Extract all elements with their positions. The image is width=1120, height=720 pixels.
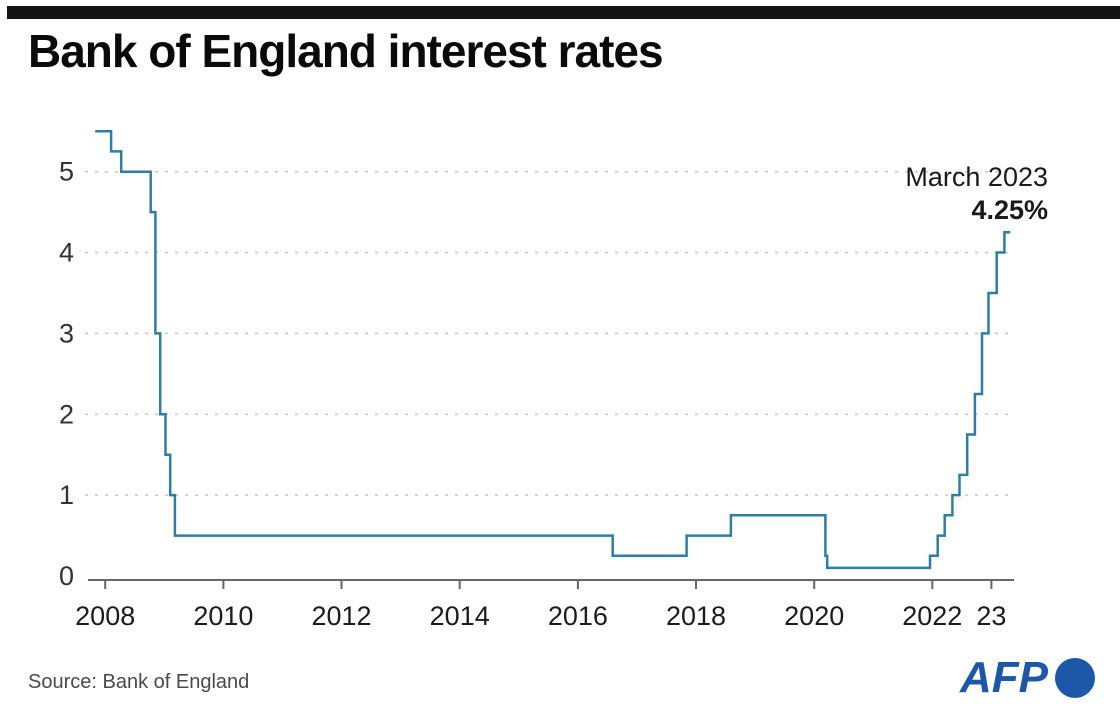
afp-logo: AFP <box>960 656 1095 700</box>
y-axis-label-3: 3 <box>59 318 74 348</box>
interest-rate-step-line <box>95 129 1011 570</box>
afp-logo-circle-icon <box>1055 658 1095 698</box>
x-axis-label-2020: 2020 <box>784 601 844 631</box>
x-axis-label-2012: 2012 <box>311 601 371 631</box>
source-credit: Source: Bank of England <box>28 671 250 693</box>
y-axis-label-2: 2 <box>59 399 74 429</box>
x-axis-label-2014: 2014 <box>430 601 490 631</box>
x-axis-label-2008: 2008 <box>75 601 135 631</box>
x-axis-label-2022: 2022 <box>902 601 962 631</box>
y-axis-label-5: 5 <box>59 157 74 187</box>
x-axis-label-23: 23 <box>976 601 1006 631</box>
afp-logo-text: AFP <box>960 653 1048 702</box>
annotation-date: March 2023 <box>905 162 1048 192</box>
x-axis-label-2018: 2018 <box>666 601 726 631</box>
page-title: Bank of England interest rates <box>28 25 664 77</box>
annotation-rate: 4.25% <box>971 195 1048 225</box>
y-axis-label-4: 4 <box>59 238 74 268</box>
x-axis-label-2016: 2016 <box>548 601 608 631</box>
y-axis-label-1: 1 <box>59 480 74 510</box>
x-axis-label-2010: 2010 <box>193 601 253 631</box>
top-accent-bar <box>7 6 1120 19</box>
y-axis-label-0: 0 <box>59 561 74 591</box>
latest-rate-annotation: March 2023 4.25% <box>905 161 1048 227</box>
